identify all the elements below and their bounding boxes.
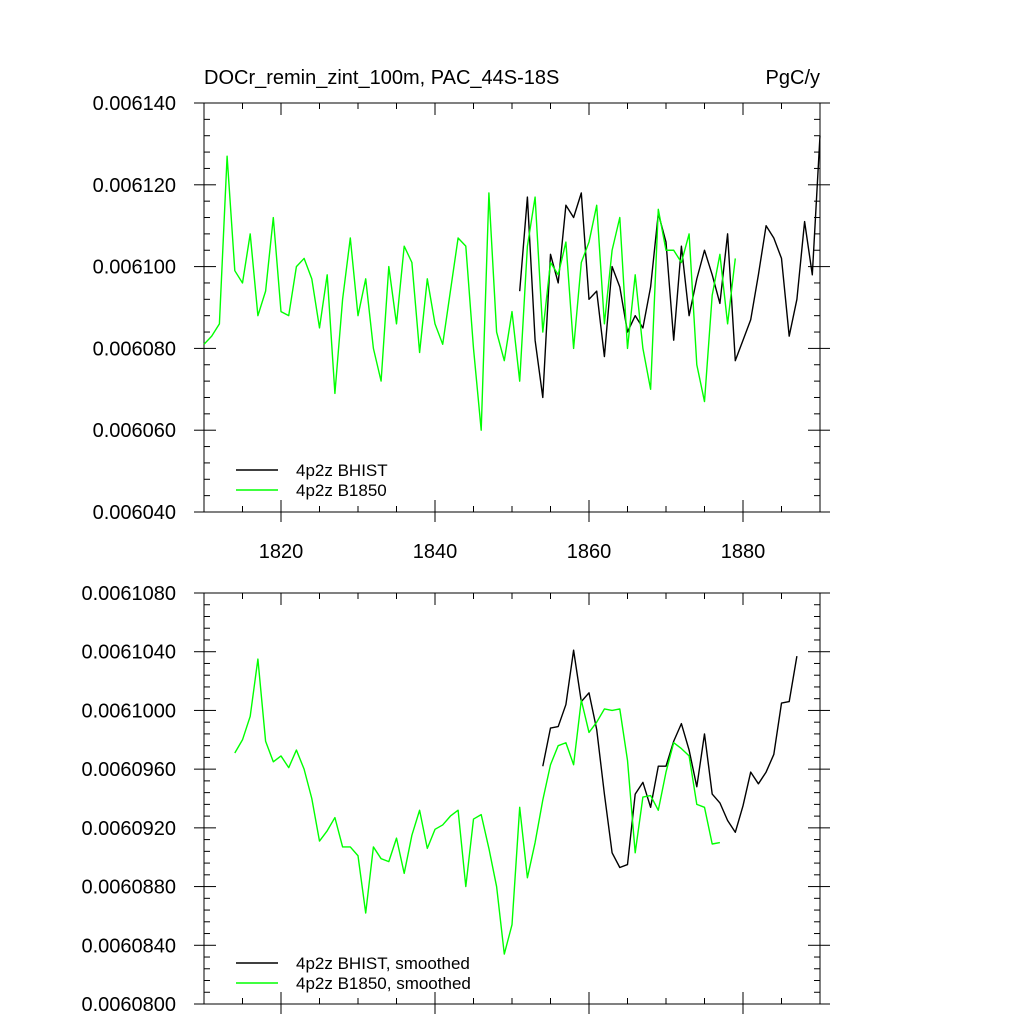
- y-tick-label: 0.0060880: [81, 877, 176, 899]
- y-tick-label: 0.006040: [93, 502, 176, 524]
- y-tick-label: 0.0060840: [81, 935, 176, 957]
- y-tick-label: 0.006120: [93, 175, 176, 197]
- series-line-bhist: [519, 135, 821, 399]
- plot-units: PgC/y: [766, 67, 820, 89]
- legend-label: 4p2z B1850: [296, 481, 387, 500]
- series-line-b1850: [203, 155, 736, 431]
- series-line-b1850: [234, 658, 721, 955]
- y-tick-label: 0.0061040: [81, 642, 176, 664]
- bottom-plot-frame: [203, 592, 821, 1005]
- plot-title: DOCr_remin_zint_100m, PAC_44S-18S: [204, 67, 559, 89]
- top-panel: 1820 1840 1860 1880 0.006040 0.006060 0.006080…: [93, 93, 830, 563]
- y-tick-label: 0.006080: [93, 338, 176, 360]
- bottom-panel: 0.0060800 0.0060840 0.0060880 0.0060920 0.00…: [81, 583, 830, 1016]
- y-tick-label: 0.0061080: [81, 583, 176, 605]
- series-line-bhist: [542, 649, 798, 869]
- y-tick-label: 0.006100: [93, 257, 176, 279]
- y-tick-label: 0.0060960: [81, 759, 176, 781]
- y-tick-label: 0.0061000: [81, 700, 176, 722]
- y-tick-label: 0.006060: [93, 420, 176, 442]
- legend-label: 4p2z BHIST, smoothed: [296, 954, 470, 973]
- top-plot-frame: [203, 102, 821, 513]
- y-tick-label: 0.0060800: [81, 994, 176, 1016]
- x-tick-label: 1880: [721, 541, 766, 563]
- legend-label: 4p2z B1850, smoothed: [296, 974, 471, 993]
- y-tick-label: 0.0060920: [81, 818, 176, 840]
- x-tick-label: 1840: [413, 541, 458, 563]
- x-tick-label: 1820: [259, 541, 304, 563]
- x-tick-label: 1860: [567, 541, 612, 563]
- legend-label: 4p2z BHIST: [296, 461, 388, 480]
- y-tick-label: 0.006140: [93, 93, 176, 115]
